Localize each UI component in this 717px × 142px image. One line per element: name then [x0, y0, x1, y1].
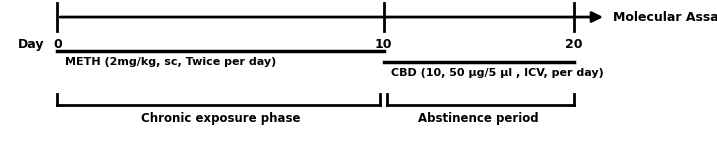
- Text: 0: 0: [53, 38, 62, 51]
- Text: CBD (10, 50 μg/5 μl , ICV, per day): CBD (10, 50 μg/5 μl , ICV, per day): [391, 68, 604, 78]
- Text: METH (2mg/kg, sc, Twice per day): METH (2mg/kg, sc, Twice per day): [65, 57, 276, 67]
- Text: Day: Day: [18, 38, 44, 51]
- Text: Chronic exposure phase: Chronic exposure phase: [141, 112, 300, 125]
- Text: Molecular Assay: Molecular Assay: [613, 11, 717, 24]
- Text: Abstinence period: Abstinence period: [418, 112, 539, 125]
- Text: 10: 10: [375, 38, 392, 51]
- Text: 20: 20: [565, 38, 582, 51]
